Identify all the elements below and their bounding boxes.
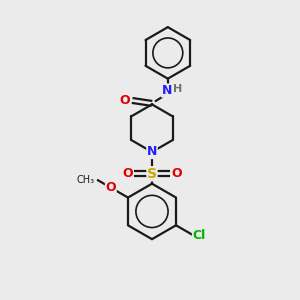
Text: H: H [173,84,182,94]
Text: N: N [162,84,172,97]
Text: O: O [122,167,133,180]
Text: O: O [106,181,116,194]
Text: O: O [171,167,182,180]
Text: N: N [147,146,157,158]
Text: CH₃: CH₃ [77,175,95,185]
Text: Cl: Cl [193,229,206,242]
Text: O: O [119,94,130,107]
Text: S: S [147,167,157,181]
